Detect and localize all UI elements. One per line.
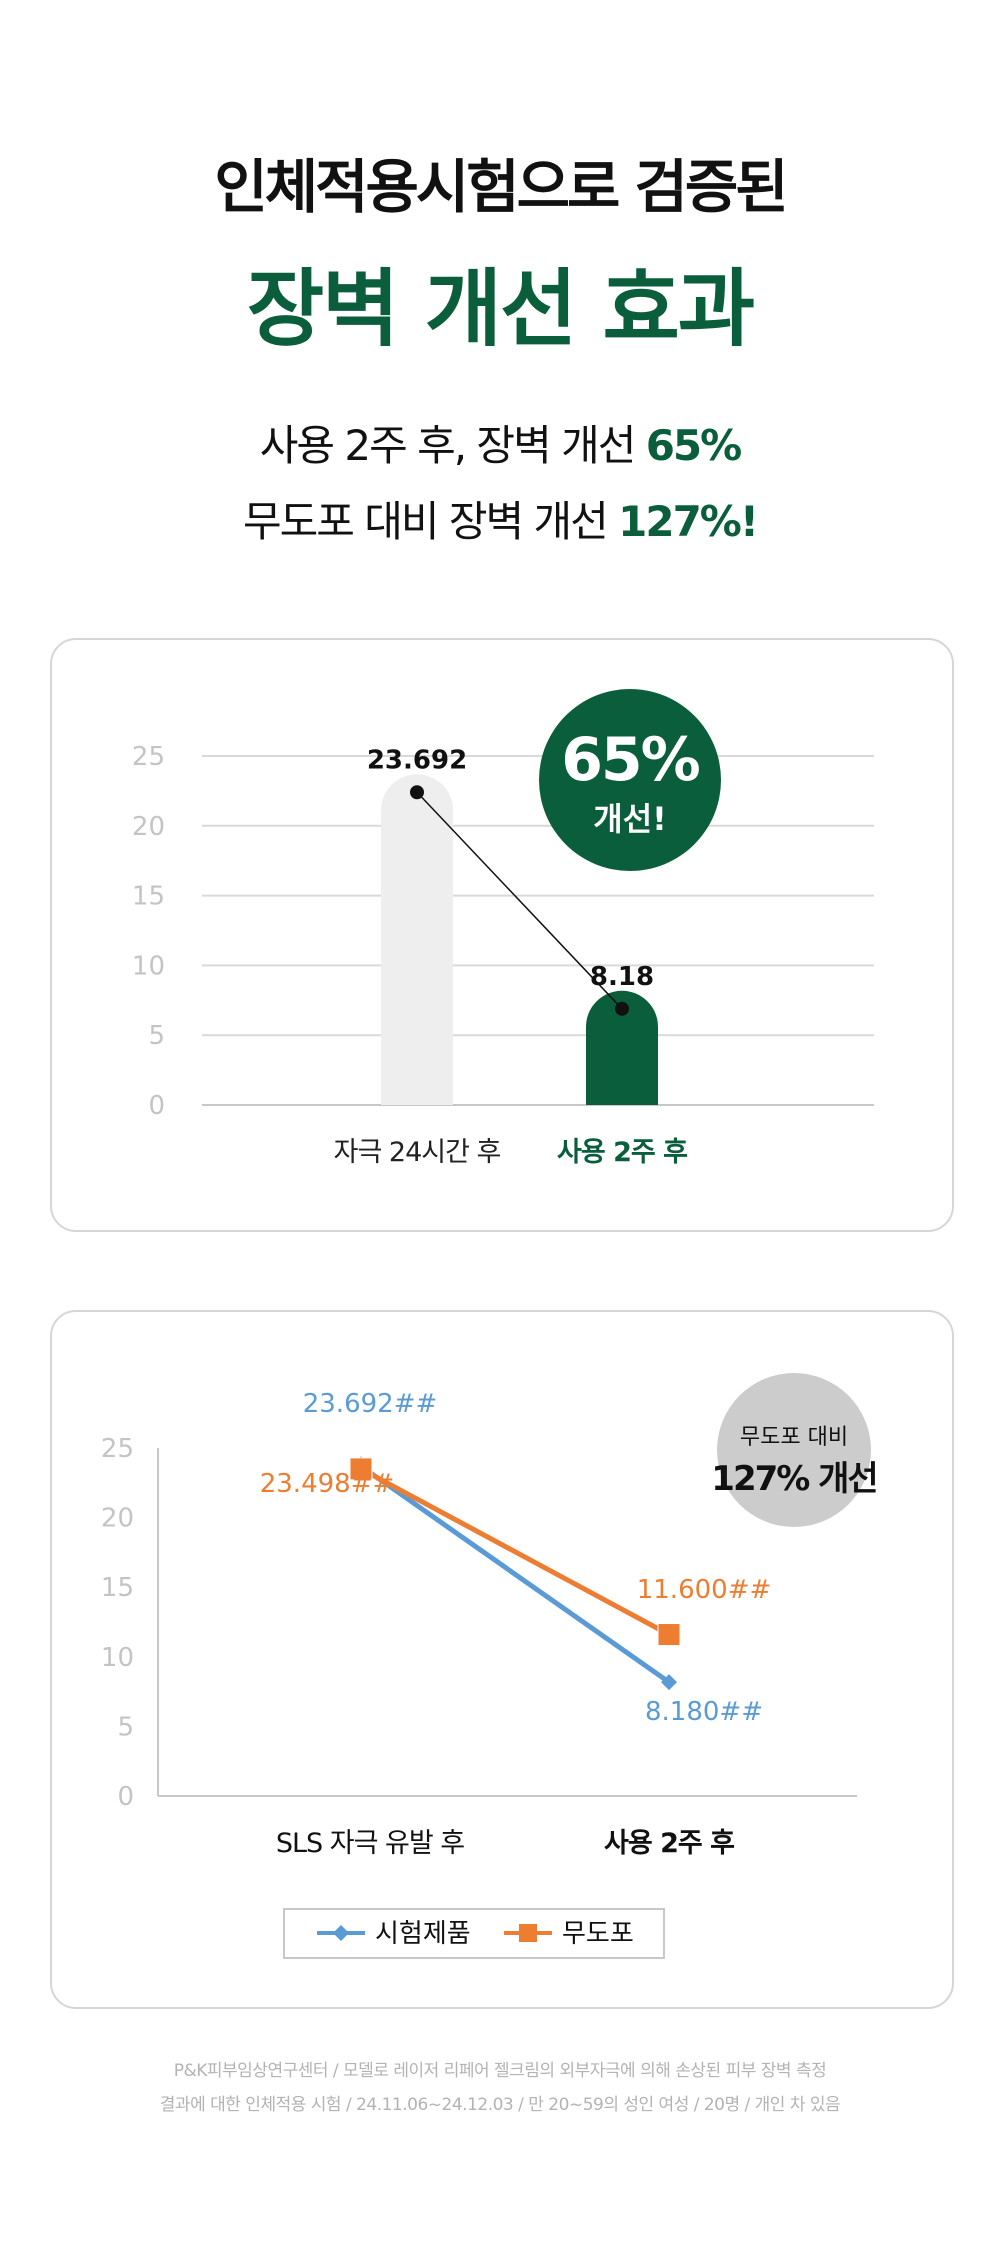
bar [381, 774, 453, 1105]
y-tick-label: 5 [148, 1021, 165, 1051]
data-label: 8.18 [590, 962, 654, 992]
y-tick-label: 20 [132, 812, 165, 842]
y-tick-label: 20 [101, 1504, 134, 1534]
line-chart: 0 5 10 15 20 25 23.692## 8.180## 23.498## 11.600#… [101, 1373, 879, 1959]
subtitle-line-2: 무도포 대비 장벽 개선 127%! [0, 488, 1000, 549]
data-point [615, 1001, 629, 1016]
legend-label: 무도포 [562, 1919, 634, 1949]
data-label: 23.692## [303, 1389, 438, 1419]
legend-marker [333, 1925, 349, 1941]
x-tick-label: 사용 2주 후 [557, 1137, 687, 1168]
y-tick-label: 10 [132, 951, 165, 981]
connector-line [416, 791, 623, 1010]
bar-chart-card: 0 5 10 15 20 25 23.692 8.18 자극 24시간 후 사용 2주 후 65% 개… [50, 638, 954, 1232]
badge-label: 개선! [593, 800, 666, 838]
data-label: 8.180## [645, 1697, 763, 1727]
page-headline: 장벽 개선 효과 [246, 260, 755, 358]
footnote-line-1: P&K피부임상연구센터 / 모델로 레이저 리페어 젤크림의 외부자극에 의해 … [173, 2061, 827, 2081]
y-tick-label: 25 [101, 1434, 134, 1464]
legend-box [283, 1908, 665, 1959]
subtitle-line-1-highlight: 65% [645, 421, 743, 470]
footnote-line-2: 결과에 대한 인체적용 시험 / 24.11.06~24.12.03 / 만 2… [159, 2095, 841, 2115]
legend-marker [519, 1924, 537, 1942]
data-point [410, 785, 424, 800]
subtitle-line-2-highlight: 127%! [618, 497, 759, 546]
badge-value: 65% [561, 725, 699, 795]
series-line [359, 1466, 671, 1637]
series-marker [657, 1623, 681, 1647]
bar-chart: 0 5 10 15 20 25 23.692 8.18 자극 24시간 후 사용 2주 후 65% 개… [132, 689, 874, 1168]
y-tick-label: 0 [117, 1782, 134, 1812]
series-line [359, 1464, 671, 1685]
y-tick-label: 25 [132, 742, 165, 772]
y-tick-label: 15 [132, 882, 165, 912]
data-label: 23.498## [260, 1469, 395, 1499]
subtitle-line-1-text: 사용 2주 후, 장벽 개선 [259, 421, 646, 470]
line-chart-card: 0 5 10 15 20 25 23.692## 8.180## 23.498## 11.600#… [50, 1310, 954, 2009]
bar [586, 990, 658, 1105]
legend-label: 시험제품 [375, 1919, 471, 1949]
x-tick-label: 사용 2주 후 [604, 1828, 734, 1859]
badge-value: 127% 개선 [711, 1459, 876, 1499]
data-label: 11.600## [637, 1575, 772, 1605]
data-label: 23.692 [367, 745, 467, 775]
comparison-badge [717, 1373, 871, 1527]
x-tick-label: 자극 24시간 후 [334, 1137, 501, 1168]
y-tick-label: 10 [101, 1643, 134, 1673]
y-tick-label: 15 [101, 1573, 134, 1603]
subtitle-line-2-text: 무도포 대비 장벽 개선 [242, 497, 619, 546]
y-tick-label: 0 [148, 1091, 165, 1121]
y-tick-label: 5 [117, 1712, 134, 1742]
series-marker [349, 1457, 373, 1481]
subtitle-line-1: 사용 2주 후, 장벽 개선 65% [0, 412, 1000, 473]
badge-label: 무도포 대비 [740, 1425, 848, 1450]
series-marker [661, 1674, 677, 1691]
x-tick-label: SLS 자극 유발 후 [276, 1828, 464, 1859]
improvement-badge [539, 689, 721, 871]
page-title: 인체적용시험으로 검증된 [214, 153, 788, 221]
